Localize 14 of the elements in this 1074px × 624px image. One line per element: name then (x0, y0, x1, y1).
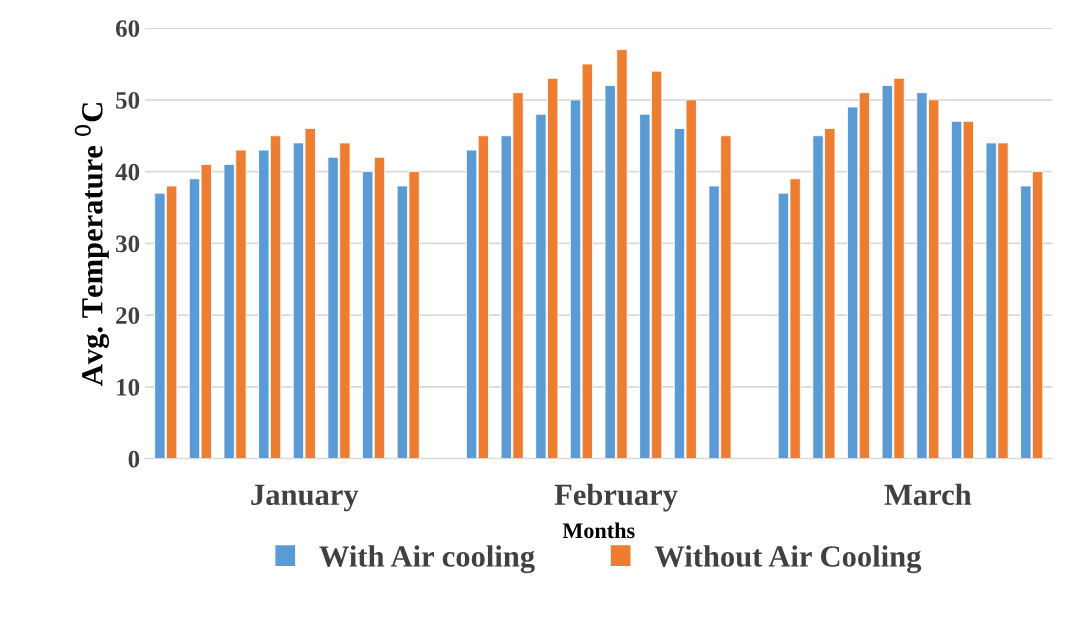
y-tick-label: 50 (116, 91, 140, 109)
x-tick-label: January (251, 484, 359, 512)
x-tick-label: March (884, 483, 972, 506)
y-axis-title: Avg. Temperature $^{0}$C (74, 103, 110, 386)
y-tick-label: 40 (115, 163, 140, 181)
y-tick-label: 30 (116, 235, 140, 253)
x-tick-label: February (554, 483, 678, 512)
y-tick-label: 0 (128, 450, 140, 468)
x-axis-title: Months (562, 522, 635, 539)
y-tick-label: 10 (117, 378, 140, 396)
y-tick-label: 60 (115, 20, 140, 37)
legend-label: Without Air Cooling (654, 545, 922, 574)
legend-label: With Air cooling (319, 545, 535, 574)
y-tick-label: 20 (116, 307, 140, 325)
